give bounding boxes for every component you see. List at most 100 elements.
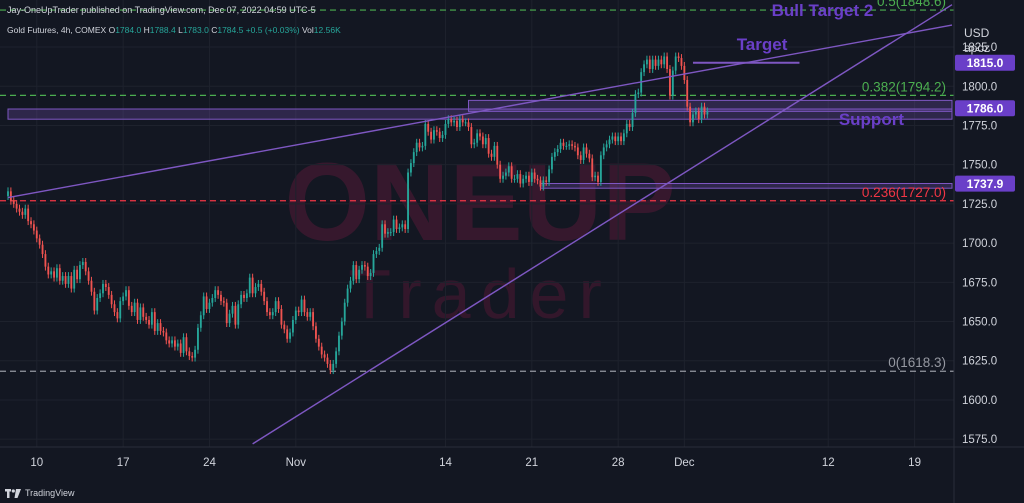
candle-body: [130, 305, 133, 313]
candle-body: [645, 59, 648, 65]
candle-body: [666, 56, 669, 70]
candle-body: [199, 315, 202, 328]
candle-body: [113, 304, 116, 313]
candle-body: [674, 56, 677, 71]
candle-body: [562, 142, 565, 146]
trendline: [7, 24, 953, 199]
volume: Vol12.56K: [301, 25, 341, 35]
candle-body: [533, 172, 536, 179]
y-tick-label: 1625.0: [962, 356, 997, 368]
candle-body: [119, 301, 122, 319]
candle-body: [358, 269, 361, 280]
candle-body: [340, 321, 343, 336]
candle-body: [438, 131, 441, 139]
candle-body: [110, 294, 113, 305]
candle-body: [412, 152, 415, 164]
y-tick-label: 1825.0: [962, 42, 997, 54]
candle-body: [689, 106, 692, 123]
symbol-name[interactable]: Gold Futures, 4h, COMEX: [7, 25, 107, 35]
candle-body: [565, 145, 568, 147]
candle-body: [7, 191, 9, 197]
candle-body: [513, 178, 516, 180]
candle-body: [551, 156, 553, 170]
y-tick-label: 1725.0: [962, 199, 997, 211]
candle-body: [289, 332, 291, 339]
candle-body: [568, 144, 571, 146]
candle-body: [409, 163, 412, 173]
candle-body: [67, 276, 70, 284]
candle-body: [435, 130, 438, 132]
candle-body: [320, 346, 323, 355]
candle-body: [346, 288, 349, 303]
candle-body: [217, 290, 220, 295]
fib-label: 0.382(1794.2): [862, 79, 946, 94]
candle-body: [225, 302, 228, 324]
candle-body: [654, 59, 657, 66]
candle-body: [496, 145, 499, 165]
candle-body: [389, 232, 392, 234]
footer-brand[interactable]: TradingView: [25, 488, 75, 498]
x-tick-label: Nov: [286, 457, 307, 469]
candle-body: [335, 351, 338, 364]
candle-body: [576, 147, 579, 156]
candle-body: [27, 208, 30, 222]
candle-body: [280, 308, 283, 325]
candle-body: [622, 133, 625, 142]
candle-body: [145, 316, 148, 320]
candle-body: [182, 337, 185, 353]
candle-body: [202, 296, 205, 316]
candle-body: [237, 304, 240, 325]
candle-body: [70, 276, 73, 289]
annotation-label: Target: [737, 35, 788, 54]
candle-body: [136, 302, 139, 320]
candle-body: [637, 92, 640, 95]
time-axis[interactable]: 10 17 24 Nov 14 21 28 Dec 12 19: [30, 457, 921, 469]
candle-body: [542, 180, 545, 187]
annotation-label: Support: [839, 110, 904, 129]
candle-body: [450, 119, 453, 123]
candle-body: [44, 254, 47, 267]
candle-body: [671, 70, 674, 96]
candle-body: [648, 59, 651, 70]
candle-body: [421, 145, 424, 148]
zone-box: [7, 108, 953, 120]
price-axis[interactable]: 1575.0 1600.0 1625.0 1650.0 1675.0 1700.0 1725…: [962, 42, 997, 446]
candle-body: [55, 268, 58, 278]
candle-body: [150, 312, 153, 325]
candle-body: [493, 145, 496, 157]
ohlc-c: C1784.5: [211, 25, 244, 35]
candle-body: [525, 175, 527, 179]
candle-body: [660, 59, 663, 65]
candle-body: [81, 261, 84, 266]
candle-body: [683, 65, 686, 80]
oneup-trader-watermark: ONEUP Trader: [284, 141, 675, 333]
candle-body: [594, 175, 597, 178]
candle-body: [349, 280, 352, 289]
candle-body: [458, 119, 461, 128]
candle-body: [510, 166, 513, 179]
candle-body: [245, 293, 248, 298]
candle-body: [553, 152, 556, 157]
candles-layer: [7, 52, 709, 375]
candle-body: [283, 324, 286, 330]
candle-body: [602, 147, 605, 156]
y-tick-label: 1750.0: [962, 160, 997, 172]
x-tick-label: 10: [30, 457, 43, 469]
candle-body: [499, 164, 502, 179]
candle-body: [643, 64, 645, 73]
candle-body: [326, 357, 329, 364]
candle-body: [162, 330, 165, 333]
candle-body: [617, 136, 620, 142]
candle-body: [243, 294, 245, 298]
candle-body: [205, 296, 208, 309]
y-tick-label: 1600.0: [962, 395, 997, 407]
candle-body: [228, 313, 231, 324]
zone-box: [467, 99, 953, 112]
candle-body: [173, 340, 176, 347]
candle-body: [519, 174, 522, 184]
candle-body: [9, 191, 12, 201]
candle-body: [611, 136, 614, 140]
candle-body: [651, 59, 654, 70]
candle-body: [18, 208, 21, 212]
